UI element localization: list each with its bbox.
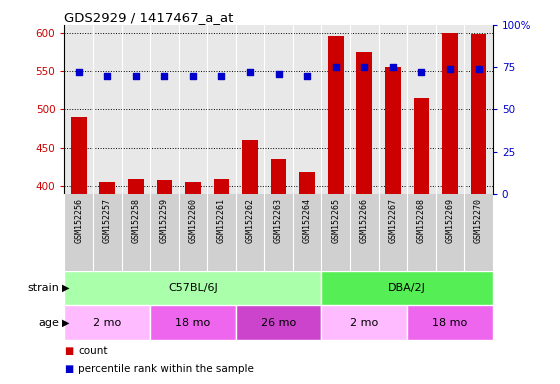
Text: GSM152263: GSM152263 xyxy=(274,198,283,243)
Text: ■: ■ xyxy=(64,364,74,374)
Bar xyxy=(270,159,287,194)
Bar xyxy=(470,34,487,194)
Bar xyxy=(185,182,201,194)
Text: 2 mo: 2 mo xyxy=(93,318,122,328)
Text: GSM152259: GSM152259 xyxy=(160,198,169,243)
Bar xyxy=(407,305,493,340)
Text: GSM152261: GSM152261 xyxy=(217,198,226,243)
Bar xyxy=(442,33,458,194)
Text: 18 mo: 18 mo xyxy=(175,318,211,328)
Point xyxy=(188,73,198,79)
Text: 2 mo: 2 mo xyxy=(350,318,379,328)
Point xyxy=(160,73,169,79)
Text: ▶: ▶ xyxy=(62,318,69,328)
Text: percentile rank within the sample: percentile rank within the sample xyxy=(78,364,254,374)
Text: C57BL/6J: C57BL/6J xyxy=(168,283,218,293)
Text: GSM152264: GSM152264 xyxy=(302,198,312,243)
Bar xyxy=(150,305,236,340)
Point xyxy=(331,64,340,70)
Text: 26 mo: 26 mo xyxy=(261,318,296,328)
Text: GSM152268: GSM152268 xyxy=(417,198,426,243)
Text: GSM152260: GSM152260 xyxy=(188,198,198,243)
Text: GSM152262: GSM152262 xyxy=(245,198,255,243)
Point xyxy=(245,69,254,75)
Text: DBA/2J: DBA/2J xyxy=(388,283,426,293)
Bar xyxy=(242,140,258,194)
Point xyxy=(103,73,112,79)
Bar xyxy=(356,52,372,194)
Text: age: age xyxy=(38,318,59,328)
Text: GSM152266: GSM152266 xyxy=(360,198,369,243)
Bar xyxy=(64,271,321,305)
Point xyxy=(474,66,483,72)
Point xyxy=(74,69,83,75)
Bar xyxy=(128,179,144,194)
Point xyxy=(274,71,283,77)
Bar xyxy=(213,179,230,194)
Point xyxy=(131,73,140,79)
Point xyxy=(302,73,311,79)
Text: GSM152265: GSM152265 xyxy=(331,198,340,243)
Point xyxy=(217,73,226,79)
Text: ■: ■ xyxy=(64,346,74,356)
Point xyxy=(446,66,455,72)
Text: GSM152257: GSM152257 xyxy=(102,198,112,243)
Bar xyxy=(328,36,344,194)
Bar xyxy=(236,305,321,340)
Text: 18 mo: 18 mo xyxy=(432,318,468,328)
Bar xyxy=(321,305,407,340)
Bar xyxy=(156,180,172,194)
Text: count: count xyxy=(78,346,108,356)
Bar xyxy=(321,271,493,305)
Text: GDS2929 / 1417467_a_at: GDS2929 / 1417467_a_at xyxy=(64,11,234,24)
Bar xyxy=(299,172,315,194)
Text: GSM152270: GSM152270 xyxy=(474,198,483,243)
Bar xyxy=(385,67,401,194)
Bar xyxy=(99,182,115,194)
Text: GSM152269: GSM152269 xyxy=(445,198,455,243)
Point xyxy=(417,69,426,75)
Point xyxy=(388,64,397,70)
Text: GSM152267: GSM152267 xyxy=(388,198,398,243)
Bar xyxy=(64,305,150,340)
Text: GSM152256: GSM152256 xyxy=(74,198,83,243)
Bar xyxy=(71,117,87,194)
Point xyxy=(360,64,368,70)
Text: ▶: ▶ xyxy=(62,283,69,293)
Bar xyxy=(413,98,430,194)
Text: strain: strain xyxy=(27,283,59,293)
Text: GSM152258: GSM152258 xyxy=(131,198,141,243)
